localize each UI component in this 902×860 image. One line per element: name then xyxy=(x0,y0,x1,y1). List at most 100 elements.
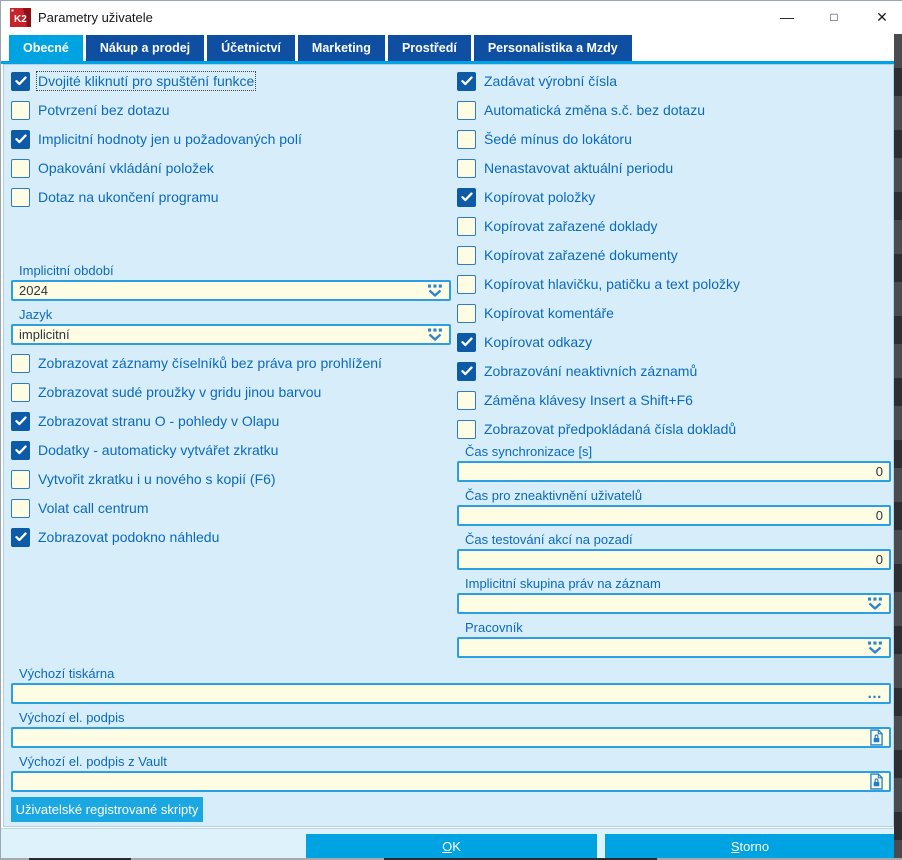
checkbox-unchecked[interactable] xyxy=(457,216,476,236)
field-implicitni-skupina-prav: Implicitní skupina práv na záznam xyxy=(457,577,891,614)
checkbox-label: Kopírovat komentáře xyxy=(484,305,614,321)
field-cas-testovani: Čas testování akcí na pozadí 0 xyxy=(457,533,891,570)
checkbox-checked[interactable] xyxy=(457,187,476,207)
checkbox-unchecked[interactable] xyxy=(11,353,30,373)
checkbox-row-automaticka-zmena-s-c-bez-dotazu[interactable]: Automatická změna s.č. bez dotazu xyxy=(457,100,740,120)
checkbox-row-kopirovat-zarazene-dokumenty[interactable]: Kopírovat zařazené dokumenty xyxy=(457,245,740,265)
checkbox-unchecked[interactable] xyxy=(11,469,30,489)
input-cas-synchronizace[interactable]: 0 xyxy=(457,461,891,482)
svg-text:K2: K2 xyxy=(14,14,27,25)
checkbox-unchecked[interactable] xyxy=(457,129,476,149)
checkbox-checked[interactable] xyxy=(11,129,30,149)
combo-implicitni-obdobi[interactable]: 2024 xyxy=(11,280,451,301)
checkbox-row-zamena-klavesy-insert-a-shift-f6[interactable]: Záměna klávesy Insert a Shift+F6 xyxy=(457,390,740,410)
checkbox-row-zobrazovat-zaznamy-ciselniku-bez-prava-pro-prohlizeni[interactable]: Zobrazovat záznamy číselníků bez práva p… xyxy=(11,353,382,373)
checkbox-unchecked[interactable] xyxy=(457,158,476,178)
dropdown-icon[interactable] xyxy=(427,328,443,341)
combo-implicitni-skupina-prav[interactable] xyxy=(457,593,891,614)
checkbox-checked[interactable] xyxy=(11,440,30,460)
browse-icon[interactable]: … xyxy=(867,684,883,702)
checkbox-label: Vytvořit zkratku i u nového s kopií (F6) xyxy=(38,471,276,487)
user-registered-scripts-button[interactable]: Uživatelské registrované skripty xyxy=(11,797,203,822)
input-cas-testovani[interactable]: 0 xyxy=(457,549,891,570)
field-label: Čas synchronizace [s] xyxy=(465,444,593,459)
field-cas-zneaktivneni: Čas pro zneaktivnění uživatelů 0 xyxy=(457,489,891,526)
checkbox-unchecked[interactable] xyxy=(11,100,30,120)
tab-prostredi[interactable]: Prostředí xyxy=(387,35,471,61)
k2-logo-icon: K2 xyxy=(10,8,31,27)
checkbox-checked[interactable] xyxy=(11,527,30,547)
checkbox-row-dodatky-automaticky-vytvaret-zkratku[interactable]: Dodatky - automaticky vytvářet zkratku xyxy=(11,440,382,460)
checkbox-row-dvojite-kliknuti-pro-spusteni-funkce[interactable]: Dvojité kliknutí pro spuštění funkce xyxy=(11,71,302,91)
checkbox-unchecked[interactable] xyxy=(11,187,30,207)
tab-marketing[interactable]: Marketing xyxy=(297,35,385,61)
dropdown-icon[interactable] xyxy=(867,641,883,654)
dropdown-icon[interactable] xyxy=(427,284,443,297)
checkbox-checked[interactable] xyxy=(11,71,30,91)
checkbox-label: Zobrazovat předpokládaná čísla dokladů xyxy=(484,421,737,437)
input-vychozi-el-podpis-vault[interactable] xyxy=(11,771,891,792)
combo-pracovnik[interactable] xyxy=(457,637,891,658)
checkbox-label: Zobrazovat záznamy číselníků bez práva p… xyxy=(38,355,382,371)
checkbox-row-zobrazovani-neaktivnich-zaznamu[interactable]: Zobrazování neaktivních záznamů xyxy=(457,361,740,381)
checkbox-label: Kopírovat odkazy xyxy=(484,334,593,350)
input-vychozi-el-podpis[interactable] xyxy=(11,727,891,748)
checkbox-row-potvrzeni-bez-dotazu[interactable]: Potvrzení bez dotazu xyxy=(11,100,302,120)
checkbox-row-dotaz-na-ukonceni-programu[interactable]: Dotaz na ukončení programu xyxy=(11,187,302,207)
maximize-button[interactable]: □ xyxy=(830,10,838,24)
close-button[interactable]: ✕ xyxy=(876,8,888,25)
signed-document-icon[interactable] xyxy=(870,773,883,790)
checkbox-checked[interactable] xyxy=(457,332,476,352)
checkbox-row-kopirovat-polozky[interactable]: Kopírovat položky xyxy=(457,187,740,207)
checkbox-row-volat-call-centrum[interactable]: Volat call centrum xyxy=(11,498,382,518)
tab-obecne[interactable]: Obecné xyxy=(9,35,83,61)
checkbox-row-vytvorit-zkratku-i-u-noveho-s-kopii-f6[interactable]: Vytvořit zkratku i u nového s kopií (F6) xyxy=(11,469,382,489)
checkbox-row-kopirovat-komentare[interactable]: Kopírovat komentáře xyxy=(457,303,740,323)
checkbox-row-zobrazovat-predpokladana-cisla-dokladu[interactable]: Zobrazovat předpokládaná čísla dokladů xyxy=(457,419,740,439)
checkbox-unchecked[interactable] xyxy=(11,382,30,402)
combo-jazyk[interactable]: implicitní xyxy=(11,324,451,345)
input-cas-zneaktivneni[interactable]: 0 xyxy=(457,505,891,526)
input-vychozi-tiskarna[interactable]: … xyxy=(11,683,891,704)
checkbox-label: Zobrazovat stranu O - pohledy v Olapu xyxy=(38,413,280,429)
tab-personalistika-a-mzdy[interactable]: Personalistika a Mzdy xyxy=(473,35,632,61)
checkbox-row-kopirovat-hlavicku-paticku-a-text-polozky[interactable]: Kopírovat hlavičku, patičku a text polož… xyxy=(457,274,740,294)
checkbox-row-sede-minus-do-lokatoru[interactable]: Šedé mínus do lokátoru xyxy=(457,129,740,149)
checkbox-row-zadavat-vyrobni-cisla[interactable]: Zadávat výrobní čísla xyxy=(457,71,740,91)
checkbox-row-zobrazovat-podokno-nahledu[interactable]: Zobrazovat podokno náhledu xyxy=(11,527,382,547)
field-label: Jazyk xyxy=(19,307,53,322)
checkbox-row-kopirovat-zarazene-doklady[interactable]: Kopírovat zařazené doklady xyxy=(457,216,740,236)
checkbox-unchecked[interactable] xyxy=(11,158,30,178)
checkbox-label: Dodatky - automaticky vytvářet zkratku xyxy=(38,442,279,458)
field-value: 2024 xyxy=(19,283,48,298)
signed-document-icon[interactable] xyxy=(870,729,883,746)
checkbox-row-zobrazovat-stranu-o-pohledy-v-olapu[interactable]: Zobrazovat stranu O - pohledy v Olapu xyxy=(11,411,382,431)
checkbox-row-nenastavovat-aktualni-periodu[interactable]: Nenastavovat aktuální periodu xyxy=(457,158,740,178)
title-bar: K2 Parametry uživatele — □ ✕ xyxy=(1,1,902,34)
field-label: Výchozí el. podpis xyxy=(19,710,125,725)
background-window-segment xyxy=(384,858,657,860)
checkbox-label: Šedé mínus do lokátoru xyxy=(484,131,632,147)
checkbox-unchecked[interactable] xyxy=(11,498,30,518)
checkbox-unchecked[interactable] xyxy=(457,274,476,294)
tab-ucetnictvi[interactable]: Účetnictví xyxy=(207,35,295,61)
checkbox-row-opakovani-vkladani-polozek[interactable]: Opakování vkládání položek xyxy=(11,158,302,178)
checkbox-unchecked[interactable] xyxy=(457,419,476,439)
checkbox-row-kopirovat-odkazy[interactable]: Kopírovat odkazy xyxy=(457,332,740,352)
checkbox-checked[interactable] xyxy=(457,71,476,91)
tab-nakup-a-prodej[interactable]: Nákup a prodej xyxy=(85,35,205,61)
checkbox-unchecked[interactable] xyxy=(457,303,476,323)
checkbox-row-zobrazovat-sude-prouzky-v-gridu-jinou-barvou[interactable]: Zobrazovat sudé proužky v gridu jinou ba… xyxy=(11,382,382,402)
field-value: implicitní xyxy=(19,327,70,342)
checkbox-checked[interactable] xyxy=(11,411,30,431)
checkbox-row-implicitni-hodnoty-jen-u-pozadovanych-poli[interactable]: Implicitní hodnoty jen u požadovaných po… xyxy=(11,129,302,149)
checkbox-unchecked[interactable] xyxy=(457,100,476,120)
checkbox-checked[interactable] xyxy=(457,361,476,381)
minimize-button[interactable]: — xyxy=(780,9,794,25)
dropdown-icon[interactable] xyxy=(867,597,883,610)
checkbox-unchecked[interactable] xyxy=(457,245,476,265)
checkbox-unchecked[interactable] xyxy=(457,390,476,410)
